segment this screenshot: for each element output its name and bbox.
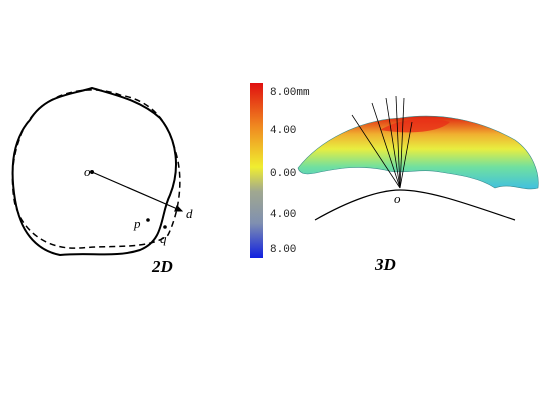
colorbar xyxy=(250,83,263,258)
colorbar-label: 4.00 xyxy=(270,209,296,221)
ray xyxy=(91,171,184,212)
center-label: o xyxy=(84,164,91,179)
origin-label: o xyxy=(394,191,401,206)
colorbar-label: 8.00 xyxy=(270,244,296,256)
colorbar-label: 4.00 xyxy=(270,125,296,137)
normal-rays xyxy=(351,95,413,189)
panel-2d: o p q d 2D xyxy=(11,86,193,276)
caption-2d: 2D xyxy=(151,257,173,276)
d-label: d xyxy=(186,206,193,221)
point-p xyxy=(146,218,150,222)
colorbar-label: 8.00mm xyxy=(270,87,310,99)
dashed-contour xyxy=(11,89,181,249)
surface xyxy=(297,115,539,190)
solid-contour xyxy=(11,86,177,257)
colorbar-label: 0.00 xyxy=(270,168,296,180)
p-label: p xyxy=(133,216,141,231)
point-q xyxy=(163,225,167,229)
base-curve xyxy=(314,189,516,221)
center-point xyxy=(90,170,94,174)
q-label: q xyxy=(160,231,167,246)
caption-3d: 3D xyxy=(374,255,396,274)
panel-3d: 8.00mm 4.00 0.00 4.00 8.00 o 3D xyxy=(250,83,539,274)
